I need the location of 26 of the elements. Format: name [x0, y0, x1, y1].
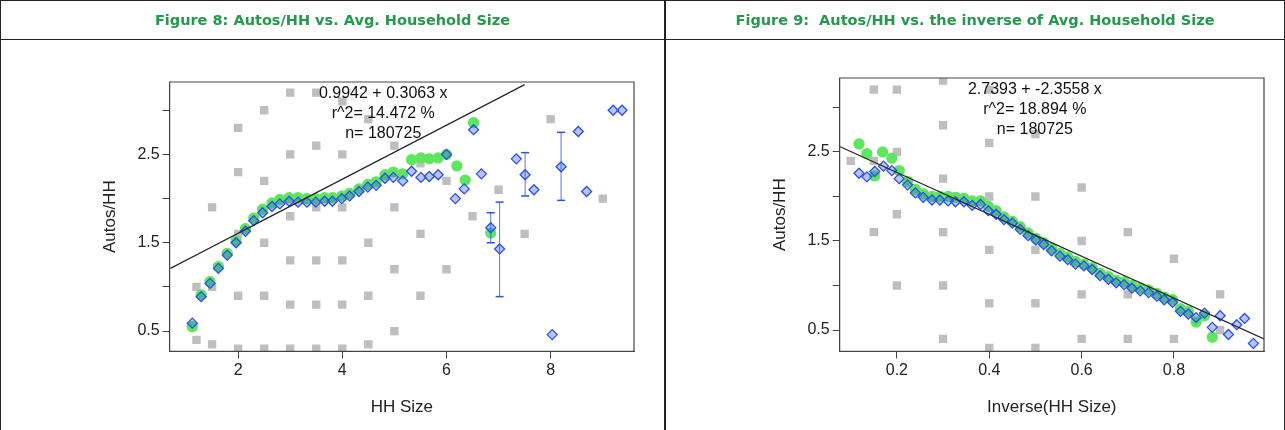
x-tick-label: 0.8: [1162, 361, 1186, 379]
x-tick-label: 0.2: [885, 361, 909, 379]
x-tick-label: 4: [337, 361, 347, 379]
annotation: n= 180725: [996, 120, 1073, 138]
chart-title: Figure 9: Autos/HH vs. the inverse of Avg. Household Size: [666, 1, 1284, 40]
x-axis-title: HH Size: [370, 397, 433, 417]
x-tick-label: 0.6: [1070, 361, 1093, 379]
annotation: n= 180725: [345, 124, 422, 142]
y-tick-label: 2.5: [807, 142, 830, 160]
y-tick-label: 0.5: [137, 321, 160, 339]
y-tick-label: 1.5: [137, 233, 160, 251]
annotation: r^2= 18.894 %: [983, 100, 1087, 118]
chart-title: Figure 8: Autos/HH vs. Avg. Household Size: [1, 1, 664, 40]
annotation: 2.7393 + -2.3558 x: [967, 80, 1102, 98]
x-tick-label: 2: [233, 361, 243, 379]
y-axis-title: Autos/HH: [99, 180, 119, 254]
y-tick-label: 0.5: [807, 320, 830, 338]
annotation: r^2= 14.472 %: [331, 104, 435, 122]
y-tick-label: 1.5: [807, 231, 830, 249]
y-tick-label: 2.5: [137, 144, 160, 162]
x-axis-title: Inverse(HH Size): [987, 397, 1117, 417]
y-axis-title: Autos/HH: [769, 178, 789, 252]
x-tick-label: 6: [442, 361, 452, 379]
x-tick-label: 0.4: [978, 361, 1001, 379]
annotation: 0.9942 + 0.3063 x: [318, 84, 448, 102]
x-tick-label: 8: [546, 361, 556, 379]
